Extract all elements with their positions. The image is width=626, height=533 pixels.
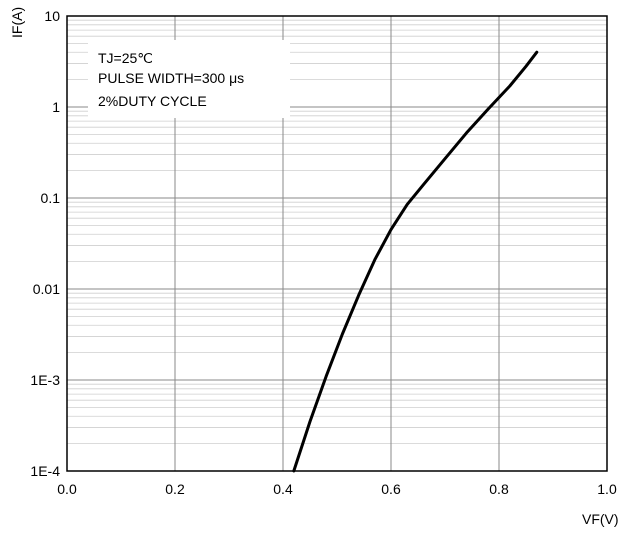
y-tick-label: 0.01 — [33, 281, 60, 297]
x-tick-label: 1.0 — [597, 481, 617, 497]
annotation-duty-cycle: 2%DUTY CYCLE — [98, 93, 207, 109]
series-line — [292, 50, 539, 473]
minor-grid — [67, 19, 607, 445]
x-tick-label: 0.0 — [57, 481, 77, 497]
x-tick-label: 0.4 — [273, 481, 293, 497]
x-axis-title: VF(V) — [582, 511, 619, 527]
plot-frame — [66, 15, 608, 472]
x-tick-labels: 0.0 0.2 0.4 0.6 0.8 1.0 — [57, 481, 617, 497]
y-tick-label: 1 — [52, 99, 60, 115]
y-tick-label: 0.1 — [41, 190, 61, 206]
x-tick-label: 0.2 — [165, 481, 185, 497]
x-tick-label: 0.6 — [381, 481, 401, 497]
annotation-box: TJ=25℃ PULSE WIDTH=300 μs 2%DUTY CYCLE — [88, 40, 290, 118]
x-tick-label: 0.8 — [489, 481, 509, 497]
y-axis-title: IF(A) — [9, 7, 25, 38]
y-tick-label: 10 — [44, 8, 60, 24]
annotation-background — [88, 40, 290, 118]
y-tick-labels: 1E-4 1E-3 0.01 0.1 1 10 — [30, 8, 60, 479]
annotation-temperature: TJ=25℃ — [98, 50, 153, 66]
annotation-pulse-width: PULSE WIDTH=300 μs — [98, 70, 244, 86]
y-tick-label: 1E-4 — [30, 463, 60, 479]
y-tick-label: 1E-3 — [30, 372, 60, 388]
